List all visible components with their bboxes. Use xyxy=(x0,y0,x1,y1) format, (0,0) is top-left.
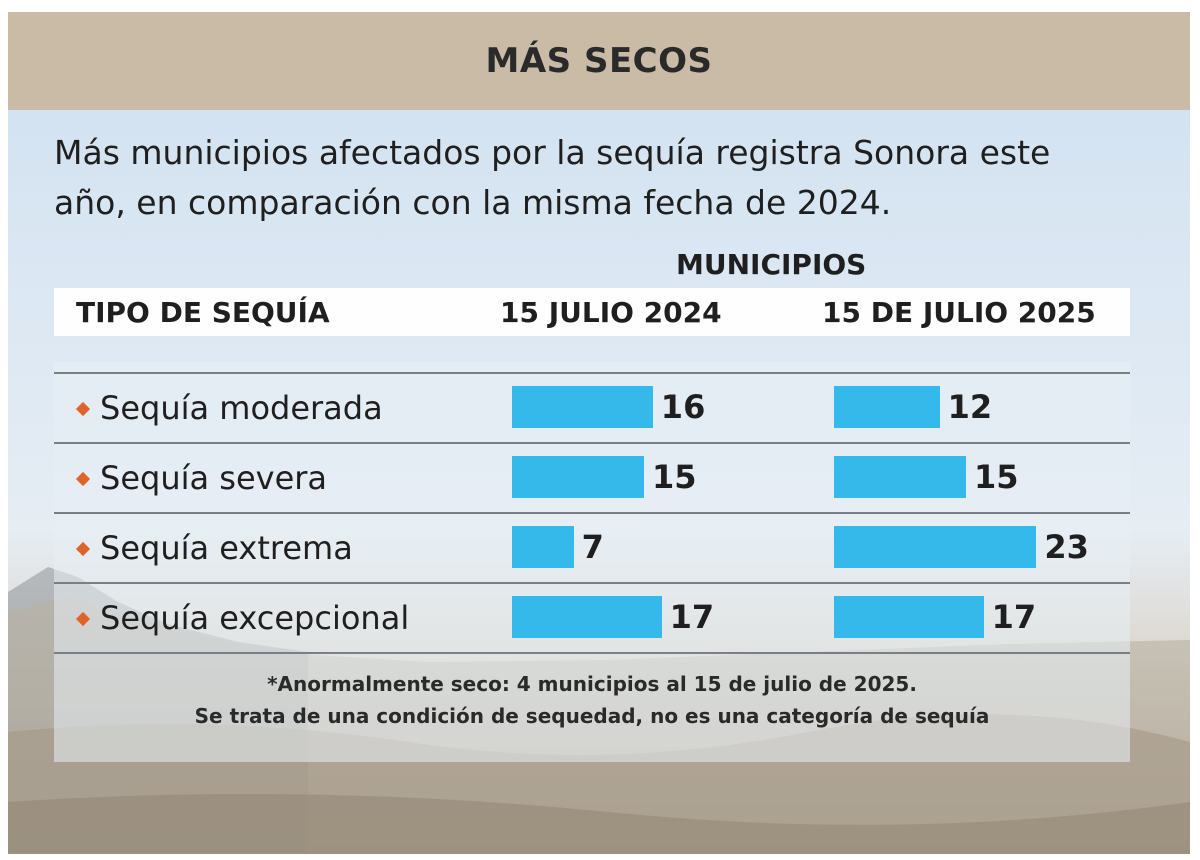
category-label: Sequía extrema xyxy=(75,526,353,570)
column-header-2024: 15 JULIO 2024 xyxy=(500,296,722,329)
category-label: Sequía moderada xyxy=(75,386,383,430)
row-divider xyxy=(54,442,1130,444)
bar xyxy=(834,456,966,498)
header-band: MÁS SECOS xyxy=(8,12,1190,110)
category-text: Sequía extrema xyxy=(100,529,353,567)
bar-value-label: 17 xyxy=(991,598,1037,636)
bar xyxy=(512,456,644,498)
category-text: Sequía severa xyxy=(100,459,328,497)
bar xyxy=(834,526,1037,568)
category-text: Sequía moderada xyxy=(100,389,383,427)
bullet-icon xyxy=(75,541,91,557)
footnote-line-1: *Anormalmente seco: 4 municipios al 15 d… xyxy=(267,672,917,696)
footnote-line-2: Se trata de una condición de sequedad, n… xyxy=(194,704,990,728)
bar xyxy=(512,386,653,428)
column-header-2025: 15 DE JULIO 2025 xyxy=(822,296,1096,329)
bar-value-label: 15 xyxy=(652,458,697,496)
subtitle-line-1: Más municipios afectados por la sequía r… xyxy=(54,133,1051,172)
column-header-type: TIPO DE SEQUÍA xyxy=(76,296,330,329)
footnote: *Anormalmente seco: 4 municipios al 15 d… xyxy=(54,668,1130,732)
bullet-icon xyxy=(75,401,91,417)
category-text: Sequía excepcional xyxy=(100,599,410,637)
bar xyxy=(512,526,574,568)
category-label: Sequía severa xyxy=(75,456,328,500)
bar-value-label: 17 xyxy=(669,598,715,636)
bar-value-label: 15 xyxy=(974,458,1019,496)
row-divider xyxy=(54,582,1130,584)
column-header-band xyxy=(54,288,1130,336)
category-label: Sequía excepcional xyxy=(75,596,410,640)
bar-value-label: 12 xyxy=(947,388,993,426)
row-divider xyxy=(54,652,1130,654)
bar xyxy=(834,386,940,428)
chart-title: MUNICIPIOS xyxy=(676,248,867,281)
bar-value-label: 7 xyxy=(581,528,604,566)
row-divider xyxy=(54,512,1130,514)
bullet-icon xyxy=(75,611,91,627)
bar-value-label: 23 xyxy=(1044,528,1089,566)
subtitle: Más municipios afectados por la sequía r… xyxy=(54,128,1134,228)
bar xyxy=(834,596,984,638)
subtitle-line-2: año, en comparación con la misma fecha d… xyxy=(54,183,892,222)
bar xyxy=(512,596,662,638)
header-title: MÁS SECOS xyxy=(485,41,713,81)
row-divider xyxy=(54,372,1130,374)
bar-value-label: 16 xyxy=(660,388,706,426)
bullet-icon xyxy=(75,471,91,487)
